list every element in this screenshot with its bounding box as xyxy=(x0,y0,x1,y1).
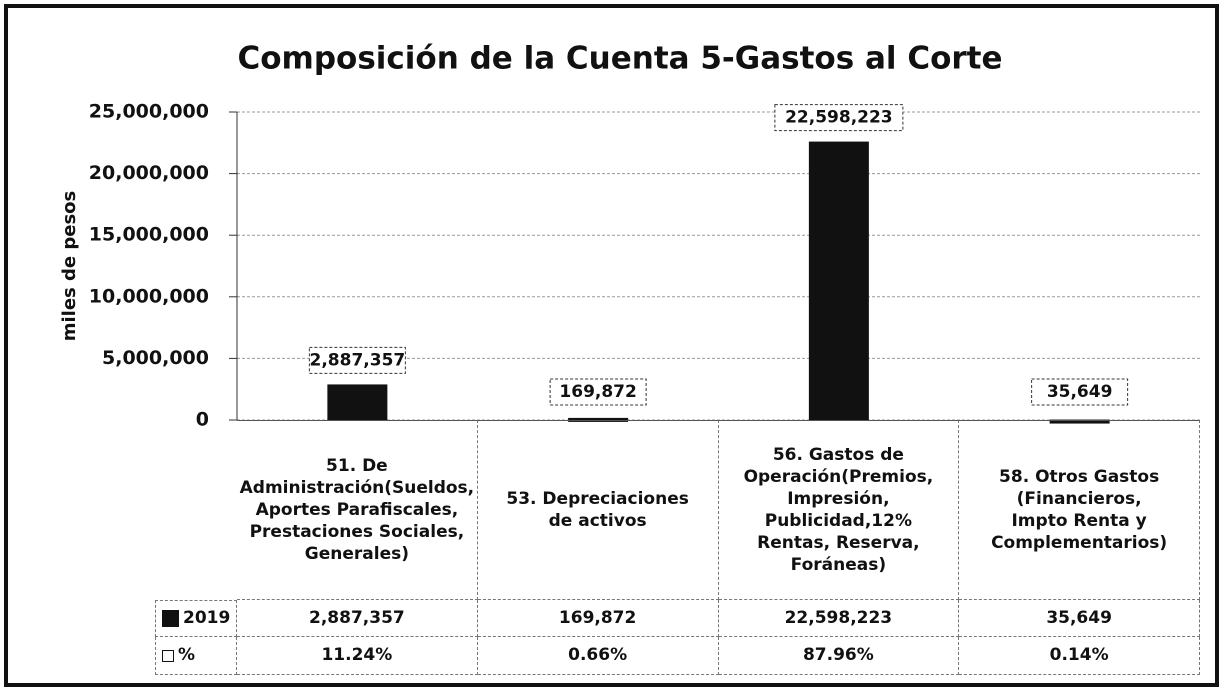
y-tick-label: 20,000,000 xyxy=(89,162,209,184)
data-label-box xyxy=(308,346,406,374)
table-value: 22,598,223 xyxy=(718,600,960,637)
y-tick-label: 25,000,000 xyxy=(89,101,209,123)
category-label: 53. Depreciaciones de activos xyxy=(477,420,719,600)
table-value: 35,649 xyxy=(959,600,1200,637)
data-label-box xyxy=(1031,378,1129,406)
y-axis-title: miles de pesos xyxy=(59,191,80,342)
y-tick-label: 10,000,000 xyxy=(89,285,209,307)
legend-label: % xyxy=(178,645,196,666)
y-tick-label: 0 xyxy=(196,409,209,431)
data-label: 22,598,223 xyxy=(785,108,893,128)
table-value: 2,887,357 xyxy=(237,600,478,637)
table-value: 0.66% xyxy=(477,637,719,675)
bar xyxy=(1049,419,1110,424)
legend-key xyxy=(162,649,174,662)
data-label-box xyxy=(549,378,647,406)
data-label: 169,872 xyxy=(559,382,636,402)
bar xyxy=(808,141,869,420)
table-value: 0.14% xyxy=(959,637,1200,675)
data-label: 35,649 xyxy=(1047,382,1113,402)
table-value: 169,872 xyxy=(477,600,719,637)
legend-label: 2019 xyxy=(183,608,231,629)
legend-entry: % xyxy=(155,637,237,675)
chart-title: Composición de la Cuenta 5-Gastos al Cor… xyxy=(238,41,1003,77)
chart-frame xyxy=(4,4,1219,687)
category-label: 58. Otros Gastos (Financieros, Impto Ren… xyxy=(959,420,1200,600)
category-label: 56. Gastos de Operación(Premios, Impresi… xyxy=(718,420,960,600)
legend-entry: 2019 xyxy=(155,600,237,637)
table-value: 11.24% xyxy=(237,637,478,675)
bar xyxy=(327,384,388,420)
data-label: 2,887,357 xyxy=(310,350,406,370)
table-value: 87.96% xyxy=(718,637,960,675)
data-label-box xyxy=(774,104,904,132)
y-tick-label: 5,000,000 xyxy=(102,347,209,369)
y-tick-label: 15,000,000 xyxy=(89,224,209,246)
legend-key xyxy=(162,610,179,627)
category-label: 51. De Administración(Sueldos, Aportes P… xyxy=(237,420,478,600)
bar xyxy=(568,417,629,422)
